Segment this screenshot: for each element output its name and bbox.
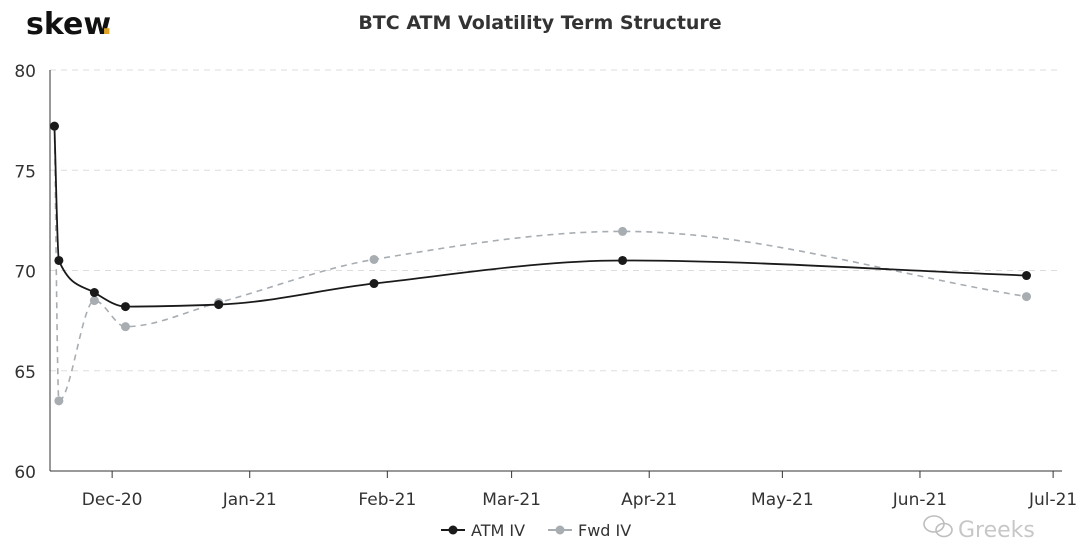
legend-item-fwd-iv[interactable]: Fwd IV [548, 521, 631, 540]
data-point-fwd-iv[interactable] [89, 296, 99, 306]
data-point-fwd-iv[interactable] [369, 254, 379, 264]
x-tick-label: Apr-21 [621, 490, 677, 510]
x-tick-label: Mar-21 [482, 490, 541, 510]
x-tick-label: Feb-21 [358, 490, 416, 510]
legend-fwd-label: Fwd IV [578, 521, 631, 540]
data-point-atm-iv[interactable] [214, 300, 224, 310]
data-point-atm-iv[interactable] [369, 279, 379, 289]
legend-atm-marker [448, 525, 458, 535]
gridlines [50, 69, 1062, 372]
x-tick-label: May-21 [751, 490, 814, 510]
legend: ATM IV Fwd IV [441, 521, 631, 540]
data-point-fwd-iv[interactable] [618, 226, 628, 236]
legend-atm-label: ATM IV [471, 521, 525, 540]
data-point-atm-iv[interactable] [1021, 271, 1031, 281]
chart-title: BTC ATM Volatility Term Structure [358, 12, 721, 34]
x-tick-label: Jan-21 [222, 490, 277, 510]
data-point-atm-iv[interactable] [618, 255, 628, 265]
data-point-atm-iv[interactable] [120, 302, 130, 312]
greeks-watermark: Greeks [923, 515, 1035, 543]
y-tick-label: 60 [14, 463, 36, 483]
wechat-icon [923, 515, 953, 538]
series-line-atm-iv [53, 126, 1027, 308]
logo-dot: . [101, 7, 112, 42]
skew-logo: skew . [26, 7, 112, 42]
data-point-fwd-iv[interactable] [120, 322, 130, 332]
watermark-text: Greeks [958, 518, 1035, 543]
logo-text: skew [26, 7, 111, 42]
x-tick-label: Jul-21 [1028, 490, 1077, 510]
y-tick-label: 65 [14, 363, 36, 383]
data-point-atm-iv[interactable] [49, 121, 59, 131]
data-point-fwd-iv[interactable] [1021, 292, 1031, 302]
x-tick-label: Dec-20 [82, 490, 143, 510]
y-tick-label: 80 [14, 62, 36, 82]
legend-fwd-marker [555, 525, 565, 535]
x-tick-label: Jun-21 [892, 490, 947, 510]
series [49, 121, 1031, 406]
data-point-fwd-iv[interactable] [54, 396, 64, 406]
data-point-atm-iv[interactable] [54, 255, 64, 265]
y-tick-label: 70 [14, 263, 36, 283]
axes: 60 65 70 75 80 Dec-20 Jan-21 Feb-21 Mar-21 Apr-21… [14, 62, 1077, 510]
legend-item-atm-iv[interactable]: ATM IV [441, 521, 525, 540]
data-point-atm-iv[interactable] [89, 288, 99, 298]
y-tick-label: 75 [14, 162, 36, 182]
